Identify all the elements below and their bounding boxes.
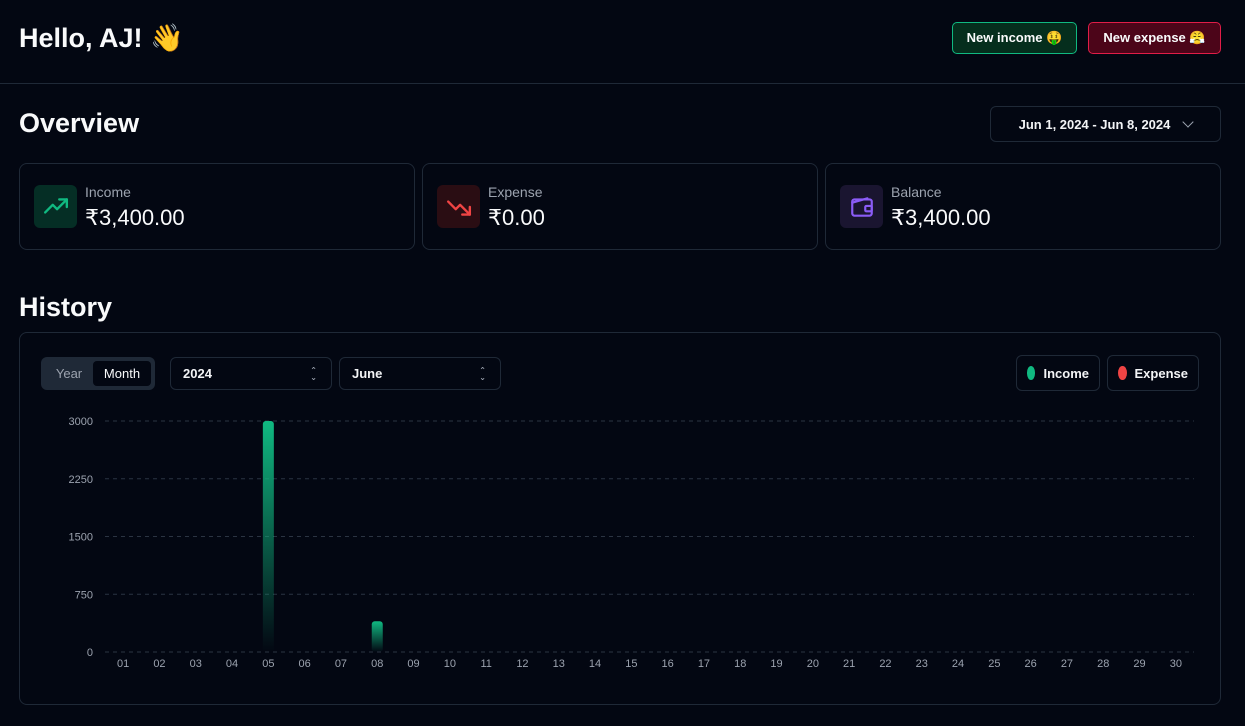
x-tick-label: 03 [190, 658, 202, 670]
income-label: Income [85, 184, 131, 200]
x-tick-label: 09 [407, 658, 419, 670]
date-range-picker[interactable]: Jun 1, 2024 - Jun 8, 2024 [990, 106, 1221, 142]
x-tick-label: 04 [226, 658, 238, 670]
x-tick-label: 14 [589, 658, 601, 670]
x-tick-label: 11 [480, 658, 491, 670]
expense-label: Expense [488, 184, 543, 200]
wallet-icon [840, 185, 883, 228]
x-tick-label: 21 [843, 658, 855, 670]
y-tick-label: 3000 [69, 416, 93, 428]
trending-up-icon [34, 185, 77, 228]
month-select[interactable]: June ⌃ ⌄ [339, 357, 501, 390]
x-tick-label: 01 [117, 658, 129, 670]
x-tick-label: 06 [299, 658, 311, 670]
balance-card: Balance ₹3,400.00 [825, 163, 1221, 250]
date-range-text: Jun 1, 2024 - Jun 8, 2024 [1018, 116, 1171, 132]
history-chart: 0 750 1500 2250 3000 01 02 03 04 05 06 07 08 09 10 11 1… [69, 416, 1194, 670]
x-tick-label: 13 [553, 658, 565, 670]
x-tick-label: 18 [734, 658, 746, 670]
overview-title: Overview [19, 108, 140, 138]
expense-value: ₹0.00 [488, 205, 545, 230]
legend-income-label: Income [1043, 365, 1089, 381]
y-tick-label: 0 [87, 647, 93, 659]
year-select[interactable]: 2024 ⌃ ⌄ [170, 357, 332, 390]
x-tick-label: 10 [444, 658, 456, 670]
chevron-up-down-icon: ⌃ ⌄ [479, 366, 486, 382]
income-bar[interactable] [371, 621, 383, 652]
balance-value: ₹3,400.00 [891, 205, 991, 230]
x-tick-label: 12 [516, 658, 528, 670]
y-tick-label: 1500 [69, 532, 93, 544]
x-tick-label: 17 [698, 658, 710, 670]
legend-income[interactable]: Income [1016, 355, 1100, 391]
month-select-value: June [352, 366, 383, 381]
x-tick-label: 19 [770, 658, 782, 670]
trending-down-icon [437, 185, 480, 228]
legend-expense[interactable]: Expense [1107, 355, 1199, 391]
top-header: Hello, AJ! 👋 New income 🤑 New expense 😤 [0, 0, 1245, 84]
new-expense-button[interactable]: New expense 😤 [1088, 22, 1221, 54]
income-value: ₹3,400.00 [85, 205, 185, 230]
x-tick-label: 30 [1170, 658, 1182, 670]
x-tick-label: 27 [1061, 658, 1073, 670]
expense-card: Expense ₹0.00 [422, 163, 818, 250]
chevron-up-down-icon: ⌃ ⌄ [310, 366, 317, 382]
x-tick-label: 23 [916, 658, 928, 670]
x-tick-label: 15 [625, 658, 637, 670]
year-select-value: 2024 [183, 366, 212, 381]
tab-year[interactable]: Year [55, 366, 83, 381]
expense-dot-icon [1118, 366, 1127, 380]
x-tick-label: 08 [371, 658, 383, 670]
x-tick-label: 05 [262, 658, 274, 670]
y-tick-label: 750 [75, 589, 93, 601]
history-panel: Year Month 2024 ⌃ ⌄ June ⌃ ⌄ Income Expens… [19, 332, 1221, 705]
x-tick-label: 07 [335, 658, 347, 670]
y-tick-label: 2250 [69, 474, 93, 486]
balance-label: Balance [891, 184, 942, 200]
x-tick-label: 28 [1097, 658, 1109, 670]
x-tick-label: 24 [952, 658, 964, 670]
chevron-down-icon [1182, 116, 1195, 128]
income-dot-icon [1027, 366, 1036, 380]
tab-month[interactable]: Month [93, 361, 151, 386]
x-tick-label: 02 [153, 658, 165, 670]
income-card: Income ₹3,400.00 [19, 163, 415, 250]
new-income-button[interactable]: New income 🤑 [952, 22, 1077, 54]
x-tick-label: 22 [879, 658, 891, 670]
x-tick-label: 29 [1133, 658, 1145, 670]
greeting-title: Hello, AJ! 👋 [19, 23, 184, 53]
x-tick-label: 26 [1025, 658, 1037, 670]
legend-expense-label: Expense [1134, 365, 1188, 381]
x-tick-label: 16 [662, 658, 674, 670]
income-bar[interactable] [262, 421, 274, 652]
history-title: History [19, 292, 113, 322]
x-tick-label: 25 [988, 658, 1000, 670]
x-tick-label: 20 [807, 658, 819, 670]
timeframe-toggle: Year Month [41, 357, 155, 390]
